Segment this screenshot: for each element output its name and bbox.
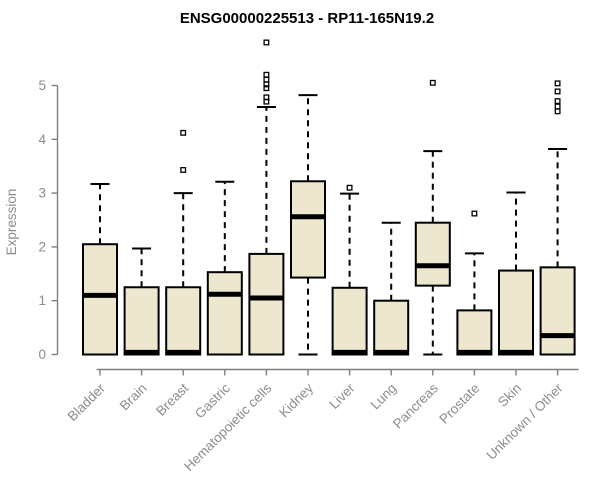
outlier-point: [263, 39, 270, 46]
outlier-point: [429, 79, 436, 86]
outlier-point: [554, 103, 561, 110]
outlier-point: [263, 71, 270, 78]
iqr-box: [206, 271, 243, 356]
iqr-box: [165, 286, 202, 356]
iqr-box: [414, 221, 451, 287]
x-tick-label: Skin: [495, 381, 524, 410]
box-group-kidney: [290, 94, 326, 356]
x-tick-label: Bladder: [65, 380, 109, 424]
chart-title: ENSG00000225513 - RP11-165N19.2: [180, 10, 434, 27]
y-tick-label: 2: [38, 239, 46, 254]
outlier-point: [346, 184, 353, 191]
x-tick-label: Gastric: [192, 380, 233, 421]
outlier-point: [263, 76, 270, 83]
y-tick-label: 5: [38, 78, 46, 93]
iqr-box: [290, 180, 326, 279]
outlier-point: [180, 129, 187, 136]
outlier-point: [471, 210, 478, 217]
x-tick-label: Breast: [153, 380, 191, 418]
iqr-box: [539, 266, 576, 356]
x-tick-label: Brain: [117, 381, 150, 414]
box-group-bladder: [82, 182, 118, 356]
x-tick-label: Pancreas: [390, 380, 441, 431]
y-tick-label: 4: [38, 132, 46, 147]
y-tick-label: 3: [38, 186, 46, 201]
iqr-box: [123, 286, 160, 356]
box-group-pancreas: [414, 79, 451, 356]
x-tick-label: Unknown / Other: [483, 380, 566, 463]
box-group-lung: [373, 221, 410, 356]
iqr-box: [331, 286, 368, 356]
boxes-layer: [82, 39, 576, 356]
outlier-point: [263, 85, 270, 92]
box-group-brain: [123, 247, 160, 356]
box-group-hematopoietic-cells: [248, 39, 285, 356]
iqr-box: [373, 299, 410, 356]
x-tick-label: Kidney: [276, 380, 316, 420]
outlier-point: [554, 108, 561, 115]
x-tick-label: Prostate: [436, 381, 482, 427]
iqr-box: [82, 243, 118, 356]
outlier-point: [554, 88, 561, 95]
outlier-point: [554, 98, 561, 105]
box-group-skin: [498, 191, 534, 356]
box-group-breast: [165, 129, 202, 356]
box-group-prostate: [456, 210, 493, 356]
y-tick-label: 1: [38, 293, 46, 308]
box-group-gastric: [206, 180, 243, 356]
box-group-unknown-other: [539, 80, 576, 356]
x-tick-label: Liver: [326, 380, 358, 412]
outlier-point: [263, 94, 270, 101]
outlier-point: [180, 167, 187, 173]
x-tick-label: Lung: [367, 381, 399, 413]
iqr-box: [498, 269, 534, 356]
outlier-point: [554, 80, 561, 87]
y-tick-label: 0: [38, 347, 46, 362]
box-group-liver: [331, 184, 368, 356]
iqr-box: [248, 252, 285, 356]
iqr-box: [456, 309, 493, 356]
y-axis-title: Expression: [4, 189, 19, 256]
